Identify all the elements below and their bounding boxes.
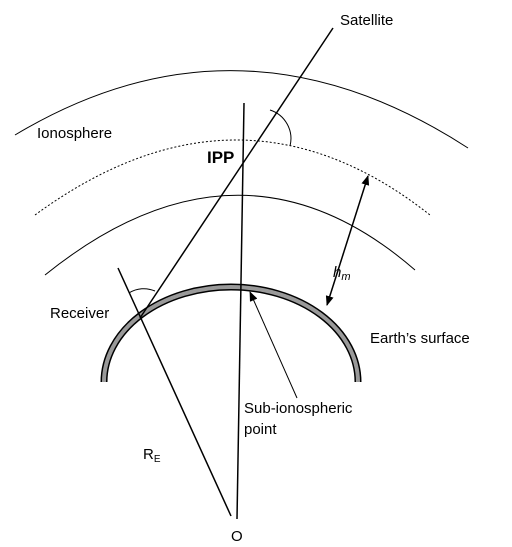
sub-ionospheric-arrow: [249, 291, 298, 399]
height-symbol: h: [333, 264, 341, 281]
center-label: O: [231, 528, 243, 545]
radius-subscript: E: [154, 454, 161, 465]
earth-surface: [102, 285, 360, 383]
height-subscript: m: [341, 271, 350, 283]
radius-symbol: R: [143, 446, 154, 463]
signal-path: [139, 27, 334, 319]
outer-shell: [14, 70, 469, 149]
zenith-angle-receiver: [128, 288, 156, 294]
sub-ionospheric-label: point: [244, 421, 277, 438]
ionosphere-layer: [34, 139, 431, 216]
satellite-label: Satellite: [340, 12, 393, 29]
vertical-line: [236, 102, 245, 520]
zenith-angle-ipp: [269, 109, 292, 147]
radius-line: [117, 267, 232, 517]
sub-ionospheric-label: Sub-ionospheric: [244, 400, 353, 417]
inner-shell: [44, 194, 416, 276]
receiver-label: Receiver: [50, 305, 109, 322]
ionosphere-label: Ionosphere: [37, 125, 112, 142]
earth-surface-label: Earth’s surface: [370, 330, 470, 347]
height-label: hm: [333, 264, 351, 283]
radius-label: RE: [143, 446, 161, 465]
height-arrow: [325, 175, 370, 306]
earth-surface-outline: [100, 283, 362, 383]
ipp-label: IPP: [207, 148, 234, 167]
